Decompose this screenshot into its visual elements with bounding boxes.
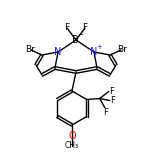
Text: O: O: [68, 131, 76, 141]
Text: +: +: [96, 44, 102, 50]
Text: N: N: [90, 47, 98, 57]
Text: Br: Br: [25, 45, 35, 55]
Text: F: F: [110, 96, 115, 105]
Text: F: F: [82, 24, 88, 33]
Text: F: F: [103, 108, 108, 117]
Text: CH₃: CH₃: [65, 142, 79, 150]
Text: F: F: [109, 87, 114, 96]
Text: −: −: [77, 32, 83, 38]
Text: N: N: [54, 47, 62, 57]
Text: B: B: [72, 35, 78, 45]
Text: Br: Br: [117, 45, 127, 55]
Text: F: F: [64, 24, 70, 33]
